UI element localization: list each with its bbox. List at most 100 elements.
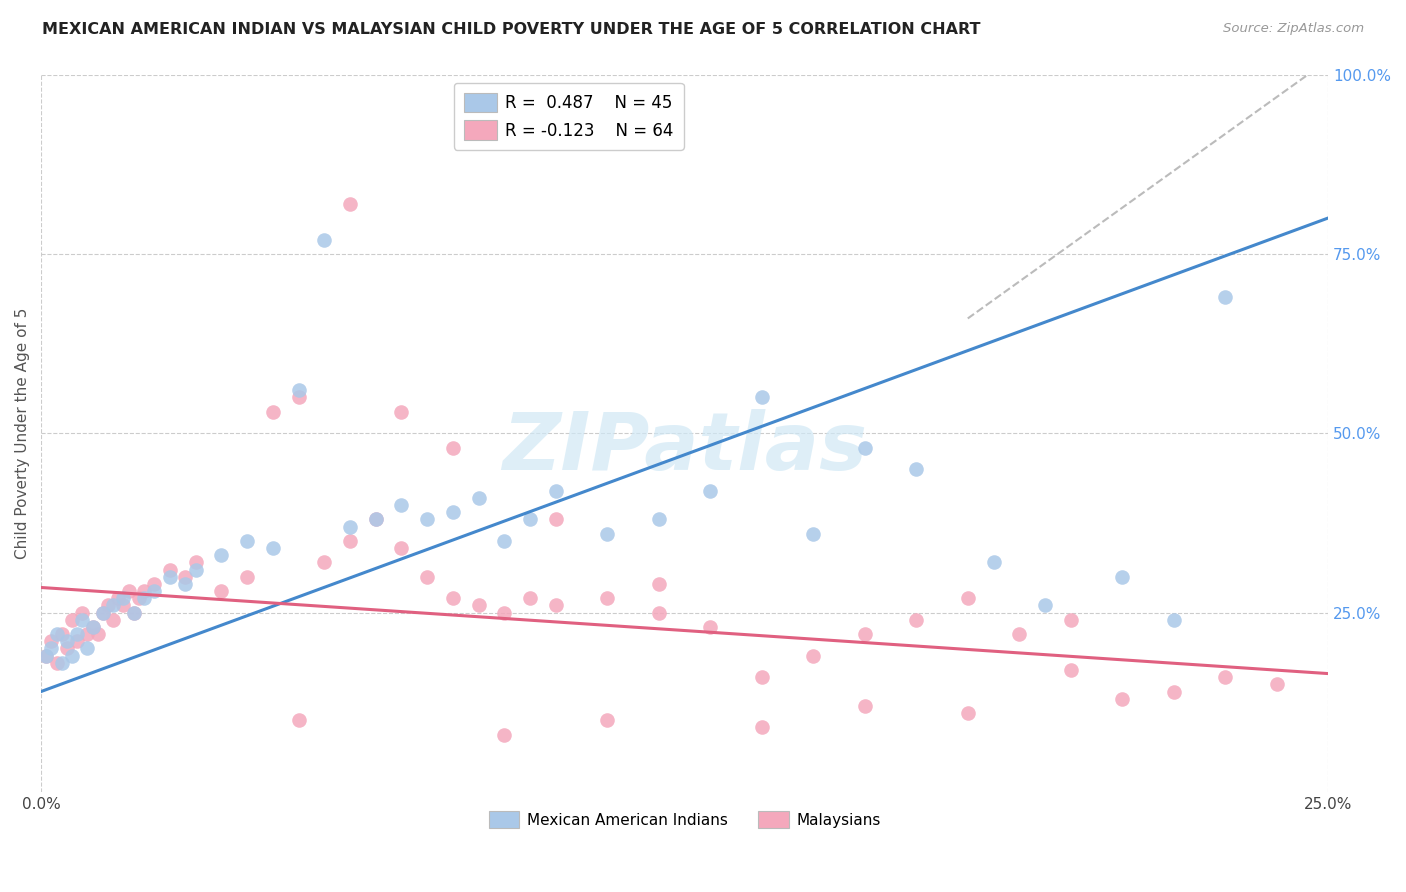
- Point: [236, 570, 259, 584]
- Point: [314, 233, 336, 247]
- Point: [56, 634, 79, 648]
- Point: [1163, 613, 1185, 627]
- Point: [751, 720, 773, 734]
- Point: [76, 641, 98, 656]
- Point: [853, 627, 876, 641]
- Point: [35, 648, 58, 663]
- Point: [699, 483, 721, 498]
- Point: [159, 570, 181, 584]
- Point: [174, 577, 197, 591]
- Point: [1060, 613, 1083, 627]
- Point: [801, 648, 824, 663]
- Point: [287, 383, 309, 397]
- Y-axis label: Child Poverty Under the Age of 5: Child Poverty Under the Age of 5: [15, 308, 30, 559]
- Point: [339, 519, 361, 533]
- Point: [51, 656, 73, 670]
- Point: [519, 512, 541, 526]
- Point: [236, 533, 259, 548]
- Point: [544, 599, 567, 613]
- Point: [956, 706, 979, 720]
- Point: [364, 512, 387, 526]
- Point: [184, 555, 207, 569]
- Point: [364, 512, 387, 526]
- Point: [596, 713, 619, 727]
- Text: Source: ZipAtlas.com: Source: ZipAtlas.com: [1223, 22, 1364, 36]
- Point: [117, 584, 139, 599]
- Point: [905, 462, 928, 476]
- Point: [262, 541, 284, 555]
- Point: [544, 512, 567, 526]
- Point: [112, 599, 135, 613]
- Point: [262, 405, 284, 419]
- Point: [596, 591, 619, 606]
- Point: [143, 577, 166, 591]
- Point: [66, 634, 89, 648]
- Point: [1265, 677, 1288, 691]
- Point: [1060, 663, 1083, 677]
- Point: [416, 512, 439, 526]
- Point: [441, 505, 464, 519]
- Point: [132, 584, 155, 599]
- Point: [1213, 670, 1236, 684]
- Point: [82, 620, 104, 634]
- Point: [519, 591, 541, 606]
- Text: MEXICAN AMERICAN INDIAN VS MALAYSIAN CHILD POVERTY UNDER THE AGE OF 5 CORRELATIO: MEXICAN AMERICAN INDIAN VS MALAYSIAN CHI…: [42, 22, 980, 37]
- Point: [159, 563, 181, 577]
- Point: [983, 555, 1005, 569]
- Point: [391, 498, 413, 512]
- Point: [339, 533, 361, 548]
- Legend: Mexican American Indians, Malaysians: Mexican American Indians, Malaysians: [482, 805, 887, 835]
- Point: [103, 613, 125, 627]
- Point: [35, 648, 58, 663]
- Point: [956, 591, 979, 606]
- Point: [648, 606, 671, 620]
- Point: [143, 584, 166, 599]
- Point: [91, 606, 114, 620]
- Point: [45, 627, 67, 641]
- Point: [72, 606, 94, 620]
- Point: [853, 698, 876, 713]
- Point: [41, 641, 63, 656]
- Point: [699, 620, 721, 634]
- Point: [51, 627, 73, 641]
- Point: [132, 591, 155, 606]
- Point: [596, 526, 619, 541]
- Point: [1213, 290, 1236, 304]
- Point: [60, 613, 83, 627]
- Point: [416, 570, 439, 584]
- Point: [314, 555, 336, 569]
- Point: [853, 441, 876, 455]
- Point: [544, 483, 567, 498]
- Point: [905, 613, 928, 627]
- Point: [287, 713, 309, 727]
- Point: [41, 634, 63, 648]
- Point: [45, 656, 67, 670]
- Point: [56, 641, 79, 656]
- Point: [441, 591, 464, 606]
- Point: [751, 390, 773, 404]
- Point: [494, 606, 516, 620]
- Point: [122, 606, 145, 620]
- Point: [60, 648, 83, 663]
- Point: [467, 599, 489, 613]
- Point: [1111, 691, 1133, 706]
- Point: [339, 196, 361, 211]
- Point: [122, 606, 145, 620]
- Point: [441, 441, 464, 455]
- Point: [112, 591, 135, 606]
- Point: [751, 670, 773, 684]
- Point: [107, 591, 129, 606]
- Point: [174, 570, 197, 584]
- Point: [184, 563, 207, 577]
- Point: [467, 491, 489, 505]
- Point: [1111, 570, 1133, 584]
- Point: [128, 591, 150, 606]
- Point: [209, 584, 232, 599]
- Point: [801, 526, 824, 541]
- Point: [87, 627, 110, 641]
- Point: [66, 627, 89, 641]
- Point: [494, 728, 516, 742]
- Point: [648, 512, 671, 526]
- Point: [494, 533, 516, 548]
- Point: [391, 541, 413, 555]
